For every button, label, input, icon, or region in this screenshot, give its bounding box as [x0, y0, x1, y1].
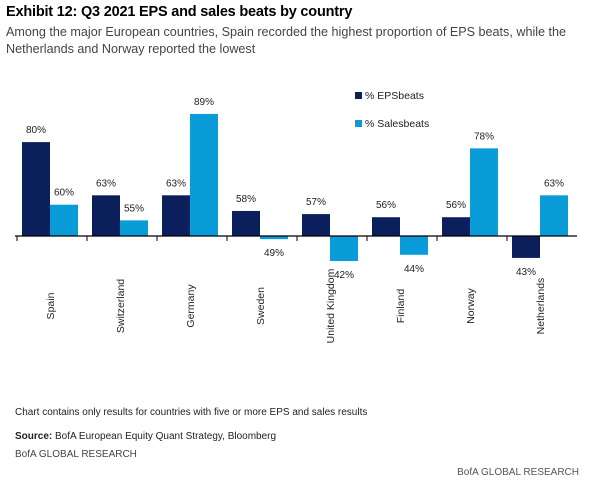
data-label: 63%	[96, 178, 116, 189]
data-label: 80%	[26, 125, 46, 136]
data-label: 56%	[446, 200, 466, 211]
data-label: 63%	[166, 178, 186, 189]
data-label: 63%	[544, 178, 564, 189]
bar-sales	[120, 220, 148, 236]
bar-sales	[400, 236, 428, 255]
bar-sales	[50, 204, 78, 236]
data-label: 42%	[334, 270, 354, 281]
category-label: Netherlands	[535, 278, 547, 335]
legend-label-sales: % Salesbeats	[365, 118, 429, 130]
bar-eps	[512, 236, 540, 258]
category-label: Norway	[465, 287, 477, 323]
legend-swatch-eps	[355, 92, 362, 99]
chart-title: Exhibit 12: Q3 2021 EPS and sales beats …	[6, 4, 353, 20]
data-label: 78%	[474, 131, 494, 142]
bar-eps	[22, 142, 50, 236]
data-label: 44%	[404, 264, 424, 275]
category-label: Sweden	[255, 287, 267, 325]
data-label: 49%	[264, 248, 284, 259]
data-label: 56%	[376, 200, 396, 211]
coverage-note: Chart contains only results for countrie…	[15, 407, 368, 418]
category-label: Switzerland	[115, 279, 127, 333]
bar-eps	[92, 195, 120, 236]
data-label: 58%	[236, 194, 256, 205]
category-label: Spain	[45, 292, 57, 319]
bar-sales	[190, 113, 218, 236]
data-label: 57%	[306, 197, 326, 208]
bar-sales	[260, 236, 288, 240]
source-text: BofA European Equity Quant Strategy, Blo…	[52, 431, 277, 442]
data-label: 60%	[54, 188, 74, 199]
category-label: United Kingdom	[325, 268, 337, 343]
source-label: Source:	[15, 431, 53, 442]
category-label: Finland	[395, 289, 407, 324]
legend-swatch-sales	[355, 120, 362, 127]
data-label: 89%	[194, 97, 214, 108]
bar-eps	[372, 217, 400, 236]
source-note: Source: BofA European Equity Quant Strat…	[15, 431, 276, 442]
chart-subtitle: Among the major European countries, Spai…	[6, 25, 567, 56]
bar-sales	[470, 148, 498, 236]
bar-eps	[232, 210, 260, 236]
bar-chart: 80% 60% Spain 63% 55% Switzerland 63% 89% German…	[15, 90, 577, 343]
brand-left: BofA GLOBAL RESEARCH	[15, 449, 137, 460]
brand-right: BofA GLOBAL RESEARCH	[457, 467, 579, 478]
bar-sales	[540, 195, 568, 236]
legend-label-eps: % EPSbeats	[365, 90, 424, 102]
data-label: 55%	[124, 203, 144, 214]
category-label: Germany	[185, 284, 197, 328]
bar-eps	[302, 214, 330, 236]
data-label: 43%	[516, 267, 536, 278]
bar-eps	[442, 217, 470, 236]
bar-eps	[162, 195, 190, 236]
bar-sales	[330, 236, 358, 262]
